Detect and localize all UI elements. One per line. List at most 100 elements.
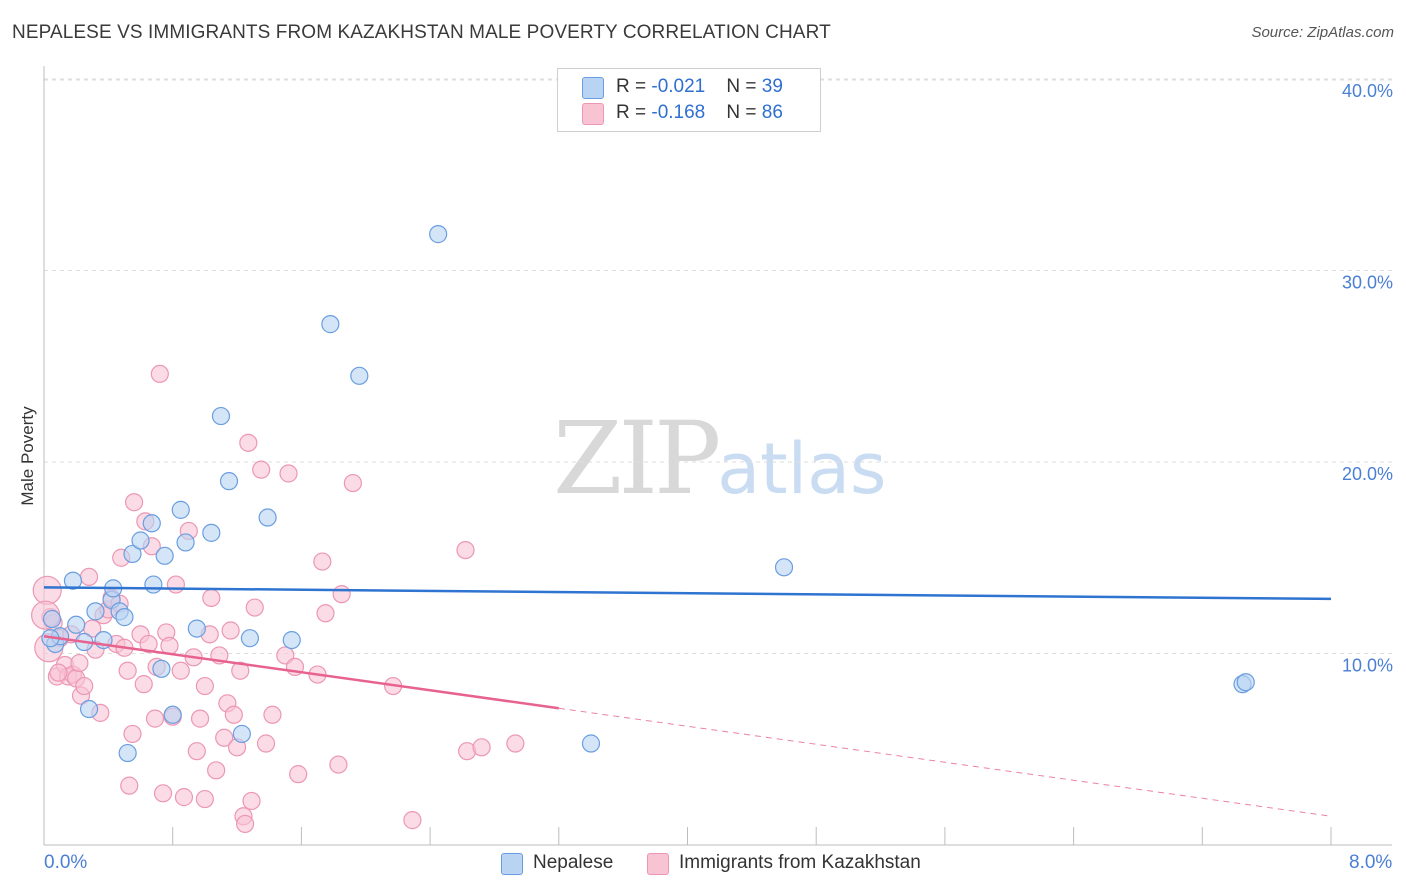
r-label: R =: [616, 102, 652, 123]
nepalese-point-15: [131, 531, 150, 550]
nepalese-point-34: [581, 734, 601, 753]
kazakhstan-point-55: [221, 621, 240, 640]
nepalese-point-19: [155, 546, 174, 565]
kazakhstan-point-70: [289, 765, 308, 784]
kazakhstan-point-26: [123, 724, 142, 744]
nepalese-point-6: [79, 699, 99, 719]
watermark-zip: ZIP: [553, 400, 721, 517]
kazakhstan-point-51: [207, 761, 226, 780]
nepalese-point-26: [219, 472, 239, 491]
nepalese-point-14: [123, 544, 142, 564]
correlation-legend: R = -0.021 N = 39 R = -0.168 N = 86: [557, 68, 821, 132]
nepalese-point-16: [142, 514, 161, 533]
kazakhstan-point-82: [506, 734, 525, 753]
trend-lines: [43, 586, 1332, 817]
nepalese-point-28: [240, 629, 260, 648]
kazakhstan-point-68: [279, 464, 298, 483]
watermark: ZIPatlas: [553, 400, 886, 517]
kazakhstan-point-62: [242, 791, 261, 811]
nepalese-point-37: [1236, 673, 1255, 692]
kazakhstan-point-58: [231, 661, 250, 680]
kazakhstan-point-35: [150, 364, 169, 384]
kazakhstan-point-78: [403, 811, 422, 830]
n-value-kazakhstan: 86: [761, 102, 783, 123]
kazakhstan-point-72: [313, 552, 332, 571]
nepalese-point-20: [163, 705, 182, 724]
nepalese-point-22: [176, 533, 195, 552]
kazakhstan-point-85: [49, 663, 68, 682]
kazakhstan-point-27: [124, 493, 144, 512]
y-tick-label-40: 40.0%: [1342, 81, 1393, 101]
nepalese-swatch: [501, 853, 523, 875]
r-value-kazakhstan: -0.168: [651, 102, 706, 123]
series-legend: Nepalese Immigrants from Kazakhstan: [0, 852, 1406, 876]
nepalese-point-33: [429, 225, 448, 244]
x-min-label: 0.0%: [44, 852, 88, 873]
nepalese-point-18: [152, 659, 171, 678]
kazakhstan-point-74: [329, 755, 348, 774]
n-label: N =: [726, 102, 762, 123]
r-value-nepalese: -0.021: [651, 76, 706, 97]
legend-label-nepalese: Nepalese: [533, 852, 614, 873]
r-label: R =: [616, 76, 652, 97]
kazakhstan-point-50: [202, 588, 221, 608]
kazakhstan-point-46: [190, 709, 210, 728]
kazakhstan-point-24: [118, 661, 137, 680]
kazakhstan-point-81: [472, 738, 491, 757]
kazakhstan-point-53: [215, 728, 234, 747]
nepalese-point-32: [350, 366, 369, 385]
y-tick-label-20: 20.0%: [1342, 464, 1393, 484]
chart-title: NEPALESE VS IMMIGRANTS FROM KAZAKHSTAN M…: [12, 22, 831, 43]
kazakhstan-point-36: [153, 784, 173, 803]
nepalese-trend-line: [43, 586, 1332, 601]
kazakhstan-point-64: [252, 460, 271, 479]
source-credit: Source: ZipAtlas.com: [1251, 24, 1394, 41]
nepalese-point-17: [144, 575, 163, 594]
nepalese-point-25: [211, 406, 231, 426]
gridlines: [44, 78, 1392, 654]
x-max-label: 8.0%: [1349, 852, 1393, 873]
kazakhstan-point-13: [79, 567, 99, 587]
nepalese-point-0: [42, 609, 62, 629]
kazakhstan-point-60: [235, 814, 255, 834]
kazakhstan-point-56: [224, 705, 243, 724]
kazakhstan-trend-line: [43, 635, 559, 710]
kazakhstan-point-79: [456, 540, 475, 560]
kazakhstan-swatch: [582, 103, 604, 125]
nepalese-point-24: [202, 523, 221, 542]
kazakhstan-point-42: [174, 788, 194, 807]
kazakhstan-point-40: [166, 575, 186, 594]
y-tick-label-10: 10.0%: [1342, 656, 1393, 676]
nepalese-point-7: [86, 602, 105, 621]
kazakhstan-point-45: [187, 742, 206, 761]
y-tick-labels: 10.0% 20.0% 30.0% 40.0%: [1342, 81, 1393, 676]
kazakhstan-point-66: [263, 705, 282, 724]
kazakhstan-point-10: [70, 653, 89, 673]
kazakhstan-point-75: [332, 585, 351, 604]
n-label: N =: [726, 76, 762, 97]
kazakhstan-point-61: [239, 433, 258, 452]
nepalese-point-13: [118, 743, 137, 763]
nepalese-point-30: [282, 630, 301, 650]
kazakhstan-point-25: [120, 776, 139, 795]
kazakhstan-point-65: [256, 734, 276, 753]
nepalese-swatch: [582, 77, 604, 99]
kazakhstan-swatch: [647, 853, 669, 875]
n-value-nepalese: 39: [761, 76, 783, 97]
legend-label-kazakhstan: Immigrants from Kazakhstan: [679, 852, 921, 873]
nepalese-point-29: [258, 508, 277, 527]
kazakhstan-point-76: [343, 473, 362, 493]
kazakhstan-point-41: [171, 661, 190, 680]
kazakhstan-point-47: [195, 676, 214, 696]
kazakhstan-point-48: [195, 789, 214, 809]
series-nepalese-points: [41, 225, 1255, 763]
kazakhstan-point-73: [316, 604, 335, 623]
y-tick-label-30: 30.0%: [1342, 273, 1393, 293]
kazakhstan-point-0: [32, 575, 62, 605]
nepalese-point-21: [171, 500, 190, 519]
axes: [43, 66, 1392, 846]
kazakhstan-point-31: [139, 634, 158, 654]
kazakhstan-trend-line-extrapolated: [558, 707, 1332, 817]
nepalese-point-4: [67, 615, 86, 634]
